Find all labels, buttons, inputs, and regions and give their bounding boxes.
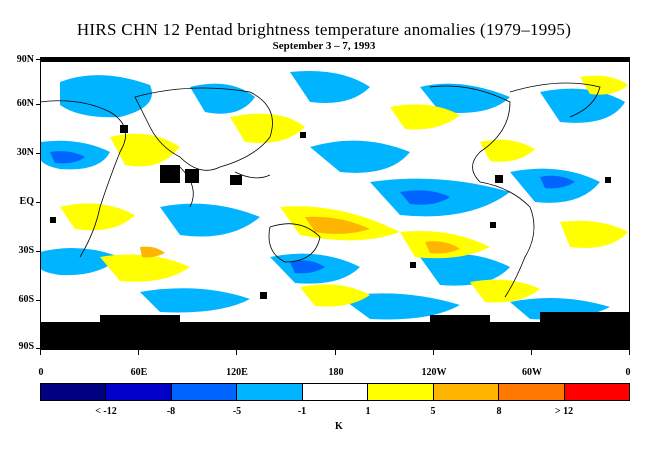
strong-cool-anomaly-areas [50,151,575,274]
lat-label-eq: EQ [19,196,34,207]
colorbar-swatch-3 [237,384,303,400]
lat-label-30s: 30S [18,245,34,256]
colorbar-label-minus-1: -1 [297,406,307,417]
colorbar-swatch-8 [564,384,629,400]
lon-label-180: 180 [328,367,344,378]
lat-label-60n: 60N [16,98,34,109]
lat-label-90n: 90N [16,54,34,65]
colorbar-label-5: 5 [430,406,436,417]
lon-label-0-east: 0 [625,367,631,378]
colorbar-label-minus-8: -8 [166,406,176,417]
colorbar-label-1: 1 [365,406,371,417]
lat-label-90s: 90S [18,341,34,352]
colorbar-label-gt-12: > 12 [554,406,574,417]
lat-label-60s: 60S [18,294,34,305]
cool-anomaly-areas [40,71,625,320]
colorbar-swatch-7 [499,384,565,400]
colorbar-swatch-5 [368,384,434,400]
colorbar-label-8: 8 [496,406,502,417]
lon-label-120e: 120E [226,367,248,378]
map-subtitle: September 3 – 7, 1993 [272,40,376,52]
lon-label-60w: 60W [522,367,542,378]
colorbar-label-minus-5: -5 [232,406,242,417]
colorbar-swatch-6 [433,384,500,400]
no-data-areas [40,57,630,350]
colorbar-swatch-4 [302,384,369,400]
colorbar-swatch-0 [41,384,107,400]
lon-label-0: 0 [38,367,44,378]
colorbar-swatch-1 [106,384,172,400]
strong-warm-anomaly-areas [140,216,460,258]
colorbar-swatch-2 [171,384,238,400]
colorbar-label-lt-12: < -12 [95,406,117,417]
lat-label-30n: 30N [16,147,34,158]
anomaly-map [40,57,630,350]
lon-label-120w: 120W [421,367,447,378]
colorbar-unit: K [335,421,343,432]
map-title: HIRS CHN 12 Pentad brightness temperatur… [76,20,572,39]
colorbar [40,383,630,401]
coastlines [40,82,601,298]
lon-label-60e: 60E [130,367,148,378]
